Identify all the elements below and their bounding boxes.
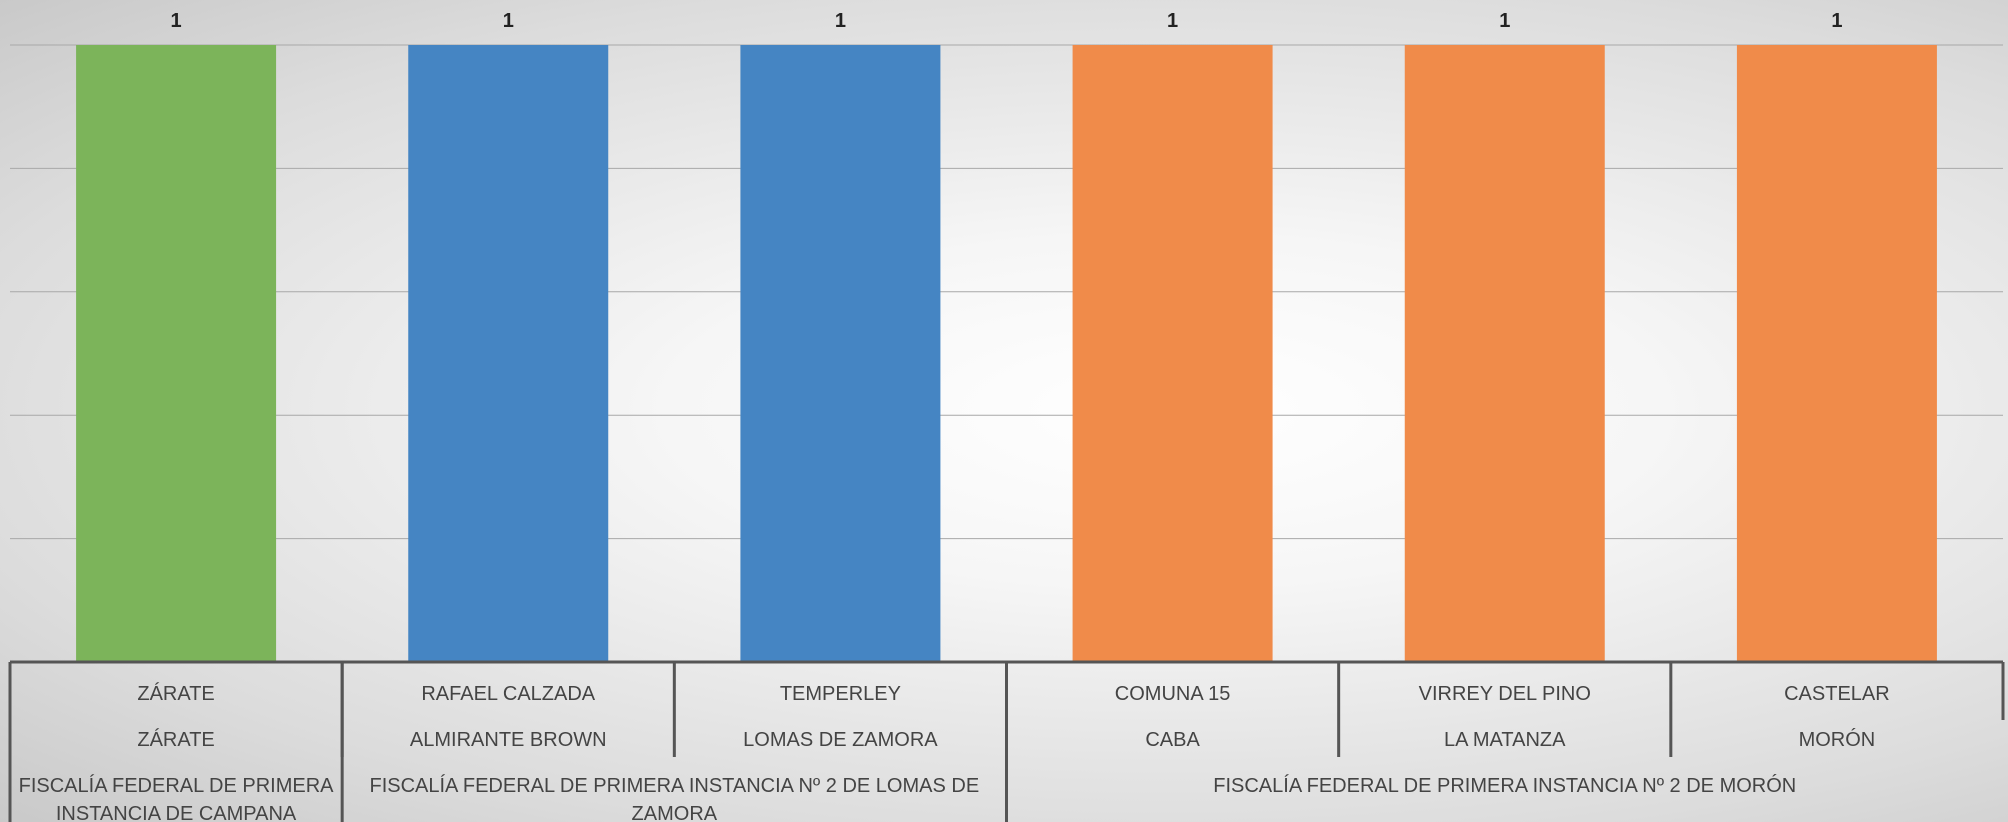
bar bbox=[408, 45, 609, 662]
data-label: 1 bbox=[171, 10, 182, 32]
category-group-label: ZÁRATE bbox=[137, 728, 214, 751]
data-label: 1 bbox=[835, 10, 846, 32]
data-label: 1 bbox=[1499, 10, 1510, 32]
category-label: ZÁRATE bbox=[137, 682, 214, 705]
category-group-label: ALMIRANTE BROWN bbox=[410, 729, 607, 751]
category-group-label: INSTANCIA DE CAMPANA bbox=[56, 803, 297, 822]
category-group-label: LOMAS DE ZAMORA bbox=[743, 729, 938, 751]
category-label: CASTELAR bbox=[1784, 683, 1890, 705]
category-group-label: CABA bbox=[1145, 729, 1200, 751]
category-label: COMUNA 15 bbox=[1115, 683, 1231, 705]
data-label: 1 bbox=[1831, 10, 1842, 32]
category-group-label: FISCALÍA FEDERAL DE PRIMERA INSTANCIA Nº… bbox=[1213, 774, 1796, 797]
bar bbox=[740, 45, 941, 662]
category-group-label: ZAMORA bbox=[632, 803, 718, 822]
data-label: 1 bbox=[503, 10, 514, 32]
category-group-label: LA MATANZA bbox=[1444, 729, 1566, 751]
category-group-label: FISCALÍA FEDERAL DE PRIMERA bbox=[19, 774, 335, 797]
bar bbox=[1736, 45, 1937, 662]
category-group-label: MORÓN bbox=[1799, 728, 1876, 751]
category-group-label: FISCALÍA FEDERAL DE PRIMERA INSTANCIA Nº… bbox=[369, 774, 979, 797]
bar bbox=[76, 45, 277, 662]
bar bbox=[1404, 45, 1605, 662]
category-label: VIRREY DEL PINO bbox=[1419, 683, 1591, 705]
data-label: 1 bbox=[1167, 10, 1178, 32]
category-label: TEMPERLEY bbox=[780, 683, 901, 705]
bar bbox=[1072, 45, 1273, 662]
category-label: RAFAEL CALZADA bbox=[421, 683, 595, 705]
